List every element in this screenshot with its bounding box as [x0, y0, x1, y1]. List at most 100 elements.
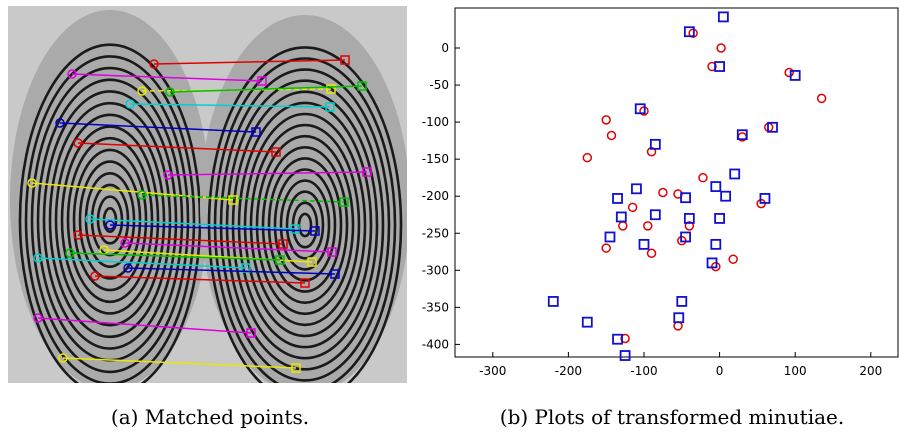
ridge	[30, 66, 190, 374]
minutia	[582, 152, 593, 163]
caption: (b) Plots of transformed minutiae.	[500, 405, 844, 429]
minutia	[649, 209, 661, 221]
minutia	[680, 192, 691, 204]
match-line	[141, 194, 345, 203]
minutia	[612, 193, 623, 204]
minutia	[627, 202, 638, 213]
minutia	[612, 333, 623, 345]
minutia	[601, 115, 611, 125]
match-line	[71, 73, 263, 82]
minutia	[649, 138, 661, 150]
y-tick-label: -100	[422, 115, 449, 129]
match-point	[330, 269, 340, 279]
x-tick-label: -200	[555, 364, 582, 378]
match-line	[124, 242, 333, 253]
match-line	[94, 275, 306, 284]
match-point	[271, 147, 281, 157]
minutia	[683, 213, 695, 224]
ridge	[48, 101, 172, 339]
x-tick-label: 200	[859, 364, 882, 378]
match-point	[149, 59, 159, 69]
match-point	[67, 69, 77, 79]
match-line	[62, 357, 297, 369]
ridge	[285, 190, 325, 260]
match-point	[163, 170, 173, 180]
x-tick-label: -300	[479, 364, 506, 378]
match-line	[169, 85, 363, 93]
minutia	[581, 316, 593, 328]
minutia	[619, 350, 631, 361]
match-point	[58, 353, 68, 363]
minutia	[643, 221, 653, 231]
y-tick-label: -300	[422, 263, 449, 277]
match-line	[59, 122, 257, 133]
caption: (a) Matched points.	[111, 405, 309, 429]
match-point	[27, 178, 37, 188]
minutia	[716, 43, 726, 53]
x-tick-label: 100	[784, 364, 807, 378]
match-line	[153, 59, 346, 65]
match-point	[278, 239, 288, 249]
minutia	[816, 93, 827, 104]
match-point	[246, 328, 256, 338]
match-point	[137, 190, 147, 200]
minutia	[638, 238, 650, 250]
match-point	[123, 263, 133, 273]
minutia	[710, 238, 722, 250]
minutia	[767, 121, 778, 133]
minutia	[683, 26, 695, 38]
match-line	[37, 317, 252, 334]
y-tick-label: 0	[441, 41, 449, 55]
ridge	[261, 146, 349, 304]
ridge	[72, 148, 148, 292]
match-point	[307, 257, 317, 267]
minutia	[631, 183, 642, 195]
ridge	[249, 123, 361, 327]
minutia	[698, 172, 708, 183]
minutia	[646, 248, 657, 259]
match-line	[89, 218, 296, 230]
ridge	[42, 90, 178, 350]
ridge	[66, 136, 154, 304]
match-point	[165, 87, 175, 97]
minutia	[789, 70, 801, 81]
x-tick-label: -100	[630, 364, 657, 378]
match-point	[326, 84, 336, 94]
match-point	[120, 238, 130, 248]
minutia	[658, 187, 668, 198]
minutia	[784, 67, 794, 78]
minutia	[729, 168, 741, 180]
ridge	[60, 125, 160, 315]
y-tick-label: -350	[422, 300, 449, 314]
match-point	[362, 167, 372, 177]
match-point	[65, 248, 75, 258]
match-point	[73, 230, 83, 240]
match-point	[291, 363, 301, 373]
match-point	[310, 226, 320, 236]
match-point	[290, 224, 300, 234]
match-point	[125, 99, 135, 109]
y-tick-label: -400	[422, 337, 449, 351]
minutia	[673, 312, 685, 324]
match-line	[167, 171, 368, 176]
ridge	[237, 101, 373, 349]
minutia	[714, 61, 725, 72]
match-point	[300, 278, 310, 288]
minutia	[714, 213, 725, 224]
minutia	[620, 333, 630, 344]
match-point	[251, 127, 261, 137]
match-point	[340, 55, 350, 65]
ridge	[273, 168, 337, 282]
minutia	[615, 211, 627, 223]
ridge	[243, 112, 367, 338]
ridge	[54, 113, 166, 327]
minutia	[728, 254, 738, 264]
match-point	[33, 313, 43, 323]
match-point	[55, 118, 65, 128]
match-line	[129, 103, 331, 108]
match-point	[339, 197, 349, 207]
minutia	[717, 11, 729, 23]
minutia	[547, 296, 559, 307]
